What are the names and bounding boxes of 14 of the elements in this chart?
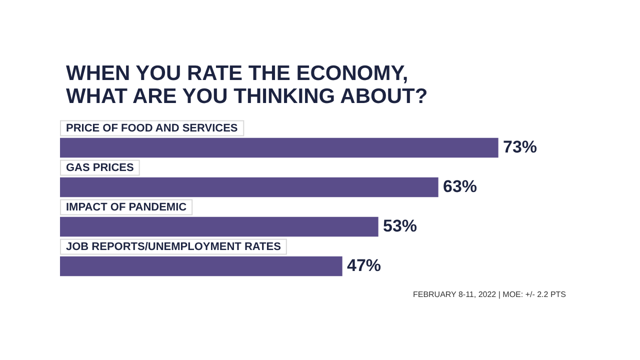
y-tick-label: PRICE OF FOOD AND SERVICES: [66, 122, 238, 134]
text: FEBRUARY 8-11, 2022 | MOE: +/- 2.2 PTS: [412, 290, 566, 299]
y-tick-label: IMPACT OF PANDEMIC: [66, 201, 187, 214]
chart-title: WHEN YOU RATE THE ECONOMY, WHAT ARE YOU THINKING ABOUT?: [66, 62, 429, 108]
bar: [60, 216, 378, 237]
data-label: 47%: [347, 256, 382, 275]
data-label: 53%: [383, 216, 418, 236]
data-label: 63%: [443, 176, 478, 196]
y-tick-label: JOB REPORTS/UNEMPLOYMENT RATES: [66, 240, 281, 253]
bar: [60, 138, 498, 158]
bar: [60, 177, 438, 198]
bar: [60, 256, 342, 276]
data-label: 73%: [503, 137, 538, 156]
y-tick-label: GAS PRICES: [66, 162, 134, 174]
